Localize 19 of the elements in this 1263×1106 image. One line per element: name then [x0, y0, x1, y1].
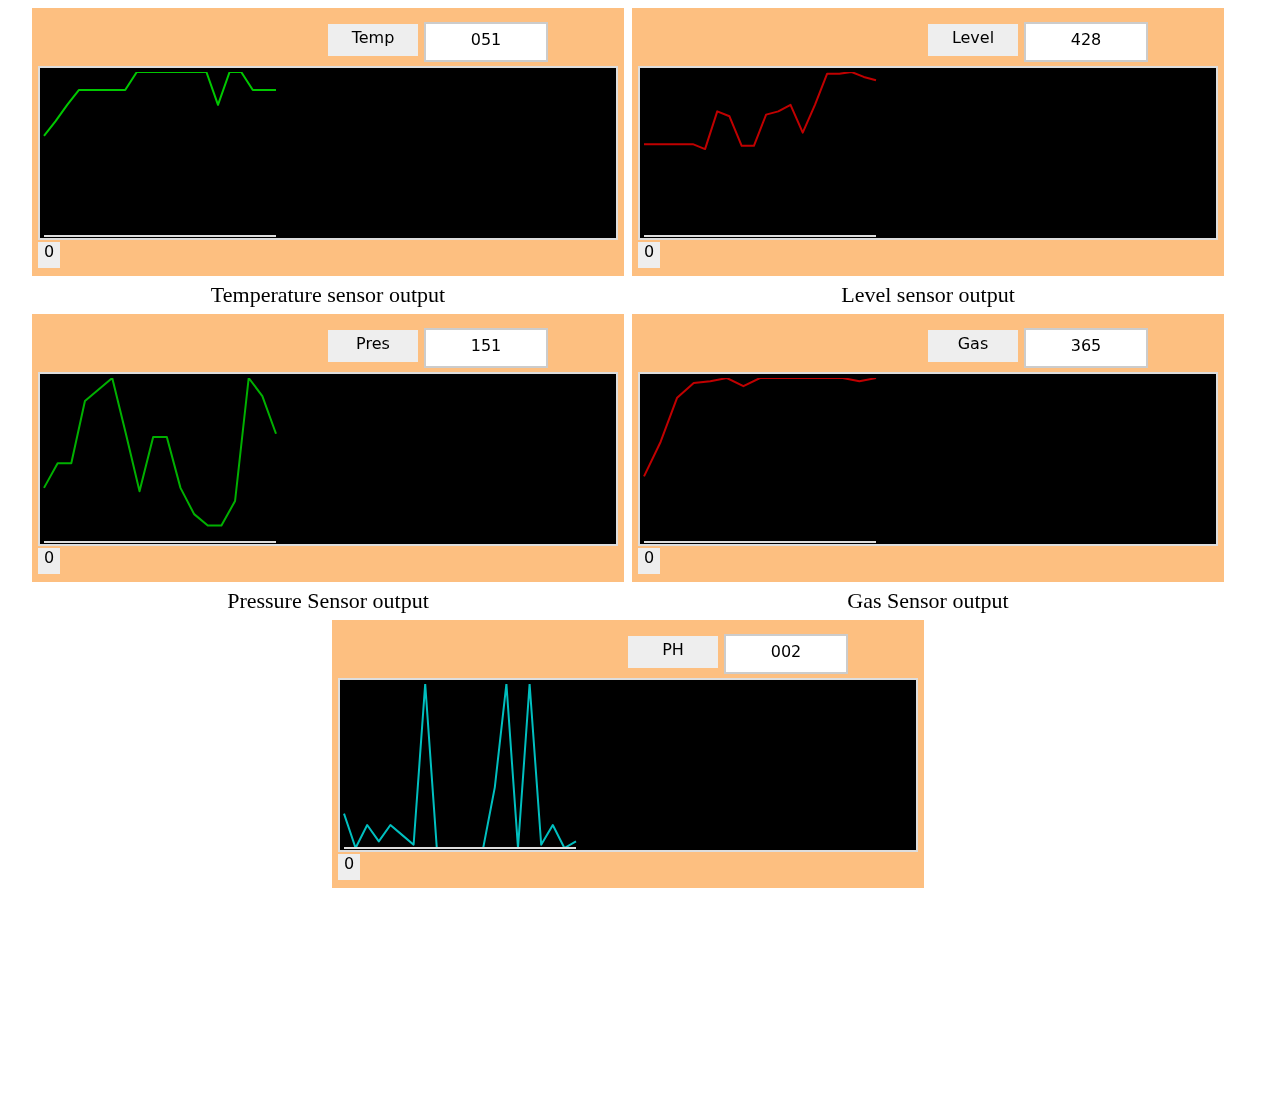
text: Pressure Sensor output	[226, 587, 430, 615]
text: 428	[1024, 22, 1148, 62]
text: Level	[928, 24, 1018, 56]
text: 0	[638, 548, 660, 574]
text: Temp	[328, 24, 418, 56]
text: Gas Sensor output	[846, 587, 1010, 615]
text: 151	[424, 328, 548, 368]
text: Gas	[928, 330, 1018, 362]
text: Level sensor output	[840, 281, 1016, 309]
text: 0	[638, 242, 660, 268]
text: Temperature sensor output	[209, 281, 447, 309]
text: 365	[1024, 328, 1148, 368]
text: 051	[424, 22, 548, 62]
text: 0	[38, 548, 60, 574]
text: 002	[724, 634, 848, 674]
text: 0	[338, 854, 360, 880]
text: Pres	[328, 330, 418, 362]
text: 0	[38, 242, 60, 268]
text: PH	[628, 636, 718, 668]
